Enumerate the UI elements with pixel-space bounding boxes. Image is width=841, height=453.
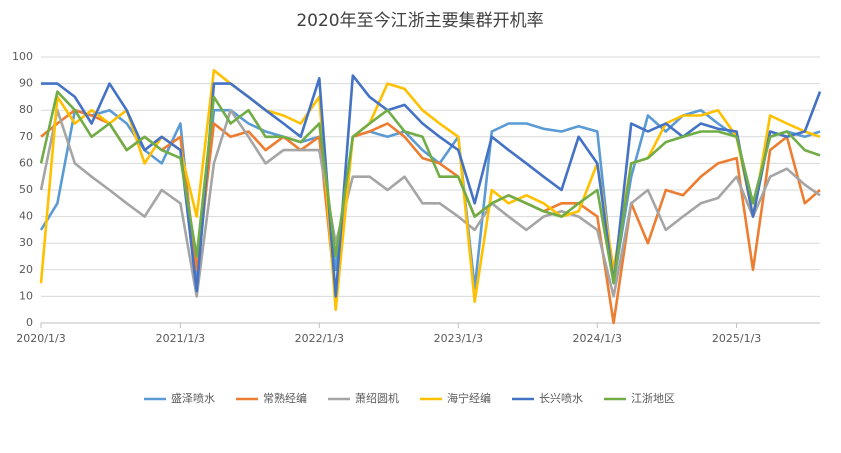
- x-tick-label: 2020/1/3: [16, 332, 65, 345]
- series-line: [41, 74, 822, 298]
- legend-label: 海宁经编: [447, 391, 491, 405]
- x-tick-label: 2025/1/3: [712, 332, 761, 345]
- y-tick-label: 50: [19, 183, 33, 196]
- y-tick-label: 70: [19, 130, 33, 143]
- legend-label: 常熟经编: [263, 391, 307, 405]
- series-line: [39, 108, 821, 298]
- legend-label: 长兴喷水: [539, 392, 583, 405]
- x-tick-label: 2021/1/3: [156, 332, 205, 345]
- y-tick-label: 10: [19, 289, 33, 302]
- y-tick-label: 80: [19, 103, 33, 116]
- legend-label: 萧绍圆机: [355, 391, 399, 405]
- legend-label: 盛泽喷水: [171, 391, 215, 405]
- chart-title: 2020年至今江浙主要集群开机率: [296, 11, 543, 31]
- y-tick-label: 90: [19, 77, 33, 90]
- legend-label: 江浙地区: [631, 392, 675, 405]
- y-tick-label: 20: [19, 263, 33, 276]
- x-tick-label: 2023/1/3: [434, 332, 483, 345]
- y-tick-label: 60: [19, 156, 33, 169]
- y-tick-label: 100: [12, 50, 33, 63]
- series-line: [39, 90, 821, 285]
- y-tick-label: 30: [19, 236, 33, 249]
- y-tick-label: 40: [19, 210, 33, 223]
- y-tick-label: 0: [26, 316, 33, 329]
- x-tick-label: 2022/1/3: [295, 332, 344, 345]
- x-tick-label: 2024/1/3: [573, 332, 622, 345]
